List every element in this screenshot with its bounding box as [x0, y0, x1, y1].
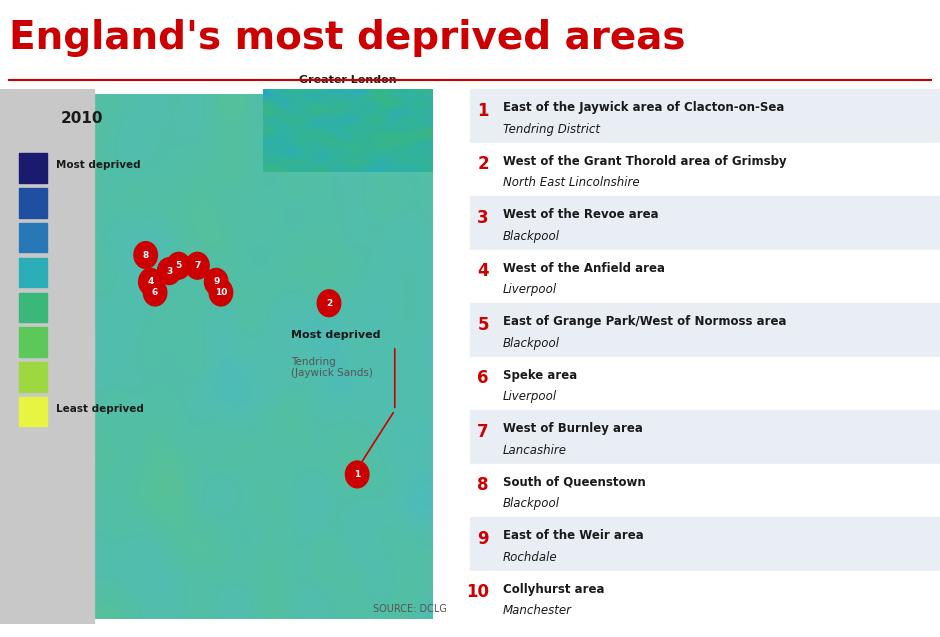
Text: 8: 8 — [478, 476, 489, 494]
Circle shape — [209, 279, 232, 306]
Bar — [470, 517, 940, 571]
Text: SOURCE: DCLG: SOURCE: DCLG — [372, 604, 446, 613]
Text: Collyhurst area: Collyhurst area — [503, 583, 604, 596]
Text: Tendring
(Jaywick Sands): Tendring (Jaywick Sands) — [291, 357, 373, 378]
Bar — [470, 410, 940, 464]
Text: West of the Revoe area: West of the Revoe area — [503, 208, 659, 222]
Text: 6: 6 — [152, 288, 158, 297]
Text: 3: 3 — [166, 267, 172, 276]
Text: Lancashire: Lancashire — [503, 444, 567, 457]
Text: 6: 6 — [478, 369, 489, 387]
Circle shape — [205, 268, 228, 295]
Text: 7: 7 — [195, 261, 200, 270]
Circle shape — [167, 252, 191, 279]
Text: Speke area: Speke area — [503, 369, 577, 382]
Bar — [470, 357, 940, 410]
Text: Liverpool: Liverpool — [503, 390, 557, 403]
Circle shape — [157, 258, 180, 285]
Text: Blackpool: Blackpool — [503, 337, 560, 350]
Text: 4: 4 — [478, 262, 489, 280]
Bar — [0, 89, 94, 624]
Bar — [19, 292, 47, 322]
Bar — [470, 250, 940, 303]
Text: Blackpool: Blackpool — [503, 230, 560, 243]
Text: 9: 9 — [213, 277, 219, 286]
Bar — [19, 258, 47, 287]
Text: Tendring District: Tendring District — [503, 123, 600, 136]
Text: 1: 1 — [478, 101, 489, 120]
Text: 4: 4 — [148, 277, 153, 286]
Text: 3: 3 — [478, 208, 489, 227]
Text: 5: 5 — [176, 261, 181, 270]
Circle shape — [133, 241, 157, 268]
Bar — [470, 571, 940, 624]
Bar — [19, 327, 47, 357]
Text: West of Burnley area: West of Burnley area — [503, 422, 643, 436]
Bar — [470, 89, 940, 143]
Bar — [470, 196, 940, 250]
Text: West of the Grant Thorold area of Grimsby: West of the Grant Thorold area of Grimsb… — [503, 155, 787, 168]
Circle shape — [139, 268, 163, 295]
Bar — [19, 397, 47, 426]
Text: Rochdale: Rochdale — [503, 551, 557, 564]
Text: East of the Weir area: East of the Weir area — [503, 529, 644, 543]
Text: North East Lincolnshire: North East Lincolnshire — [503, 176, 639, 189]
Text: South of Queenstown: South of Queenstown — [503, 476, 646, 489]
Bar — [470, 464, 940, 517]
Text: Liverpool: Liverpool — [503, 283, 557, 296]
Circle shape — [318, 290, 340, 317]
Text: West of the Anfield area: West of the Anfield area — [503, 262, 665, 275]
Bar — [470, 143, 940, 196]
Bar — [19, 223, 47, 252]
Text: East of Grange Park/West of Normoss area: East of Grange Park/West of Normoss area — [503, 315, 787, 329]
Text: 2: 2 — [326, 299, 332, 308]
Bar — [19, 154, 47, 183]
Text: 10: 10 — [214, 288, 227, 297]
Text: 10: 10 — [466, 583, 489, 601]
Text: East of the Jaywick area of Clacton-on-Sea: East of the Jaywick area of Clacton-on-S… — [503, 101, 784, 115]
Text: 1: 1 — [354, 470, 360, 479]
Text: Greater London: Greater London — [299, 75, 397, 85]
Text: Least deprived: Least deprived — [56, 404, 144, 414]
Text: 5: 5 — [478, 315, 489, 334]
Text: Most deprived: Most deprived — [291, 330, 381, 340]
Circle shape — [186, 252, 209, 279]
Text: 8: 8 — [143, 250, 149, 259]
Text: 2010: 2010 — [61, 111, 103, 125]
Bar — [19, 188, 47, 218]
Text: Most deprived: Most deprived — [56, 161, 141, 171]
Text: 9: 9 — [478, 529, 489, 548]
Text: England's most deprived areas: England's most deprived areas — [9, 19, 686, 57]
Text: 2: 2 — [478, 155, 489, 173]
Circle shape — [143, 279, 167, 306]
Bar — [19, 362, 47, 392]
Text: Blackpool: Blackpool — [503, 497, 560, 510]
Text: Manchester: Manchester — [503, 605, 572, 617]
Circle shape — [346, 461, 368, 488]
Text: 7: 7 — [478, 422, 489, 441]
Bar — [470, 303, 940, 357]
